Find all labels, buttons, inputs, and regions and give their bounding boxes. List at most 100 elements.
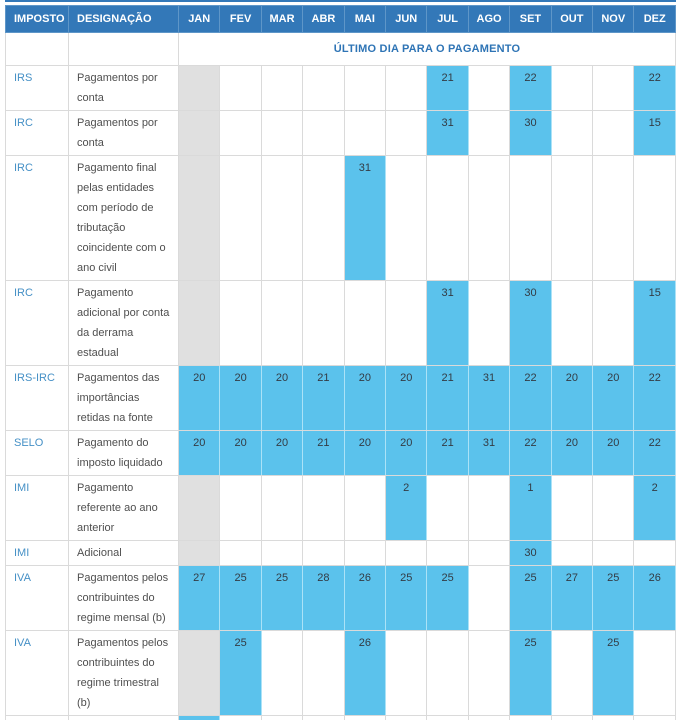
col-header-month-abr: ABR [302, 5, 345, 33]
month-cell-empty [550, 540, 594, 566]
imposto-label[interactable]: IMI [5, 475, 69, 541]
month-cell-value: 26 [633, 565, 676, 631]
imposto-label[interactable]: IRC [5, 110, 69, 156]
month-cell-value: 20 [260, 365, 304, 431]
col-header-month-ago: AGO [467, 5, 511, 33]
month-cell-value: 22 [509, 65, 552, 111]
imposto-label[interactable]: IVA [5, 630, 69, 716]
month-cell-na [177, 280, 221, 366]
month-cell-empty [467, 630, 511, 716]
month-cell-empty [550, 280, 594, 366]
imposto-label[interactable]: IRC [5, 155, 69, 281]
month-cell-value: 27 [550, 565, 594, 631]
month-cell-empty [343, 715, 387, 720]
designacao-text: Pagamentos por conta [68, 65, 179, 111]
month-cell-empty [467, 65, 511, 111]
month-cell-value: 22 [633, 365, 676, 431]
month-cell-value: 20 [260, 430, 304, 476]
month-cell-na [177, 475, 221, 541]
month-cell-empty [633, 155, 676, 281]
month-cell-na [177, 110, 221, 156]
month-cell-empty [550, 155, 594, 281]
month-cell-empty [260, 630, 304, 716]
month-cell-empty [219, 715, 262, 720]
month-cell-value: 21 [426, 65, 469, 111]
month-cell-value: 25 [592, 630, 635, 716]
designacao-text: Pagamentos por conta [68, 110, 179, 156]
month-cell-empty [385, 65, 428, 111]
month-cell-value: 22 [633, 430, 676, 476]
month-cell-empty [343, 280, 387, 366]
month-cell-empty [302, 630, 345, 716]
banner-spacer-designacao [68, 32, 179, 66]
imposto-label[interactable]: SELO [5, 430, 69, 476]
month-cell-empty [550, 630, 594, 716]
month-cell-value: 20 [343, 430, 387, 476]
month-cell-value: 22 [633, 65, 676, 111]
cropped-previous-row-bar [5, 0, 676, 2]
month-cell-empty [592, 110, 635, 156]
month-cell-na [177, 630, 221, 716]
month-cell-value: 25 [592, 565, 635, 631]
month-cell-empty [467, 280, 511, 366]
month-cell-empty [385, 715, 428, 720]
month-cell-empty [592, 65, 635, 111]
designacao-text: Pagamento referente ao ano anterior [68, 475, 179, 541]
month-cell-value: 1 [509, 475, 552, 541]
month-cell-empty [467, 155, 511, 281]
month-cell-value: 22 [509, 365, 552, 431]
table-row: SELO Pagamento do imposto liquidado 20 20 20… [5, 430, 676, 476]
col-header-month-set: SET [509, 5, 552, 33]
imposto-label[interactable]: IUC [5, 715, 69, 720]
month-cell-empty [260, 475, 304, 541]
table-row: IRS Pagamentos por conta 21 22 22 [5, 65, 676, 111]
month-cell-value: 25 [509, 630, 552, 716]
col-header-month-nov: NOV [592, 5, 635, 33]
imposto-label[interactable]: IRS [5, 65, 69, 111]
imposto-label[interactable]: IRS-IRC [5, 365, 69, 431]
month-cell-value: 20 [385, 365, 428, 431]
table-row: IRC Pagamento adicional por conta da derr… [5, 280, 676, 366]
designacao-text: Pagamento do imposto liquidado [68, 430, 179, 476]
month-cell-empty [343, 65, 387, 111]
month-cell-empty [592, 715, 635, 720]
banner-title: ÚLTIMO DIA PARA O PAGAMENTO [178, 32, 676, 66]
month-cell-value: 30 [509, 110, 552, 156]
month-cell-value: 15 [633, 280, 676, 366]
imposto-label[interactable]: IRC [5, 280, 69, 366]
designacao-text: Embarcações de recreio e aeronaves [68, 715, 179, 720]
month-cell-value: 26 [343, 630, 387, 716]
month-cell-empty [219, 475, 262, 541]
month-cell-empty [467, 540, 511, 566]
month-cell-empty [467, 565, 511, 631]
month-cell-value: 25 [219, 565, 262, 631]
month-cell-empty [302, 110, 345, 156]
month-cell-value: 31 [467, 430, 511, 476]
month-cell-empty [467, 110, 511, 156]
month-cell-empty [219, 280, 262, 366]
month-cell-value: 20 [219, 365, 262, 431]
month-cell-empty [302, 475, 345, 541]
month-cell-empty [426, 715, 469, 720]
month-cell-value: 31 [343, 155, 387, 281]
month-cell-value: 21 [302, 365, 345, 431]
month-cell-empty [509, 715, 552, 720]
month-cell-empty [302, 65, 345, 111]
table-row: IMI Pagamento referente ao ano anterior 2 1… [5, 475, 676, 541]
month-cell-empty [302, 540, 345, 566]
month-cell-value: 20 [550, 365, 594, 431]
month-cell-empty [343, 475, 387, 541]
table-row: IMI Adicional 30 [5, 540, 676, 566]
month-cell-value: 20 [343, 365, 387, 431]
imposto-label[interactable]: IMI [5, 540, 69, 566]
month-cell-empty [509, 155, 552, 281]
month-cell-na [177, 540, 221, 566]
col-header-month-fev: FEV [219, 5, 262, 33]
month-cell-empty [302, 280, 345, 366]
designacao-text: Pagamento final pelas entidades com perí… [68, 155, 179, 281]
month-cell-value: 25 [509, 565, 552, 631]
month-cell-value: 20 [592, 365, 635, 431]
imposto-label[interactable]: IVA [5, 565, 69, 631]
month-cell-na [177, 155, 221, 281]
